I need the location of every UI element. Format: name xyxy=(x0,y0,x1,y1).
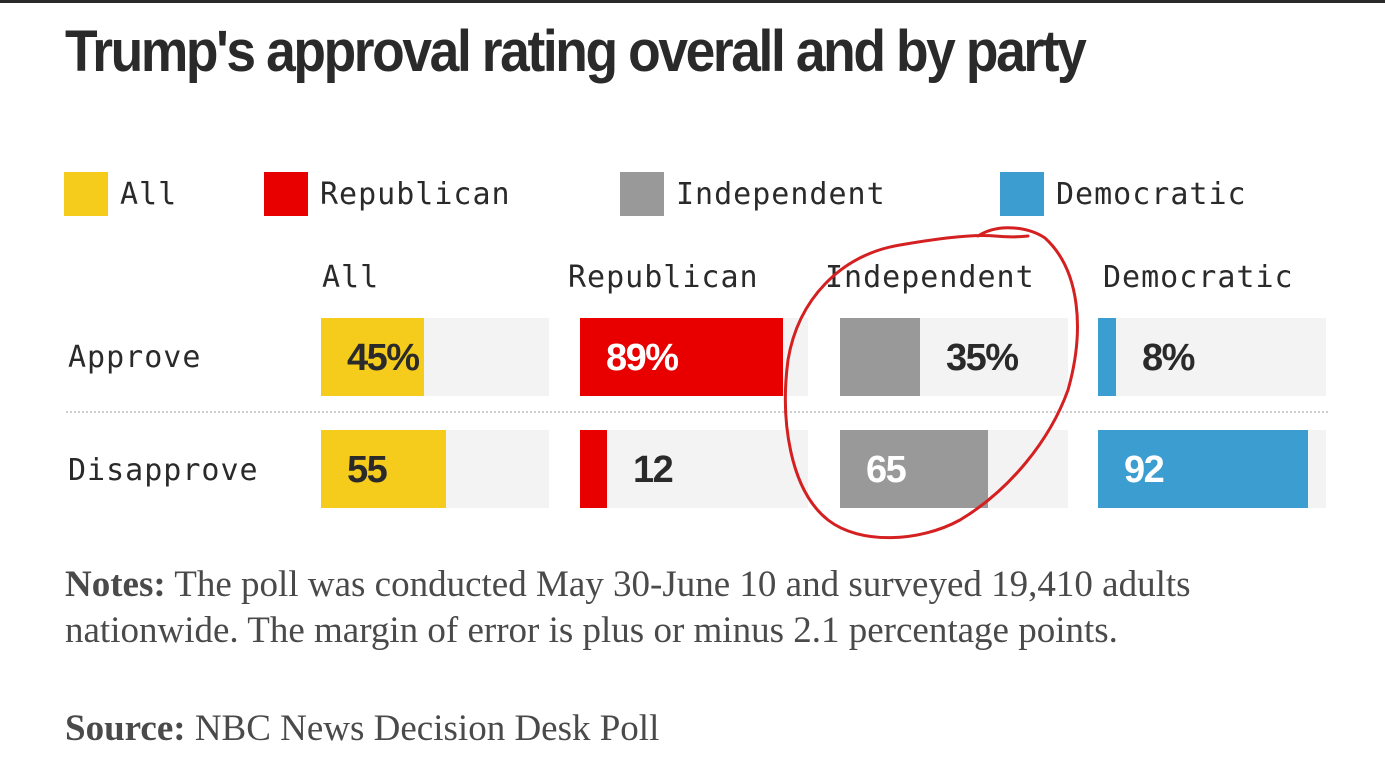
data-label-approve-republican: 89% xyxy=(606,337,679,379)
source-label: Source: xyxy=(65,708,186,749)
bar-disapprove-all xyxy=(321,430,446,508)
legend-label-independent: Independent xyxy=(676,176,886,212)
legend-item-republican: Republican xyxy=(264,172,511,216)
legend-swatch-republican xyxy=(264,172,308,216)
data-label-disapprove-independent: 65 xyxy=(866,449,907,491)
top-border xyxy=(0,0,1385,3)
column-header-republican: Republican xyxy=(568,260,759,295)
bar-approve-independent xyxy=(840,318,920,396)
source: Source: NBC News Decision Desk Poll xyxy=(65,706,659,752)
chart-title: Trump's approval rating overall and by p… xyxy=(65,19,1087,84)
bar-disapprove-democratic xyxy=(1098,430,1308,508)
legend-swatch-independent xyxy=(620,172,664,216)
column-header-democratic: Democratic xyxy=(1103,260,1294,295)
legend-label-republican: Republican xyxy=(320,176,511,212)
legend-item-all: All xyxy=(64,172,177,216)
legend-swatch-democratic xyxy=(1000,172,1044,216)
bar-track-approve-independent: 35% xyxy=(840,318,1068,396)
legend-label-democratic: Democratic xyxy=(1056,176,1247,212)
legend: All Republican Independent Democratic xyxy=(0,172,1385,216)
source-text: NBC News Decision Desk Poll xyxy=(185,708,660,749)
bar-approve-all xyxy=(321,318,424,396)
legend-label-all: All xyxy=(120,176,178,212)
bar-track-approve-republican: 89% xyxy=(580,318,808,396)
legend-swatch-all xyxy=(64,172,108,216)
data-label-approve-all: 45% xyxy=(347,337,420,379)
notes-text: The poll was conducted May 30-June 10 an… xyxy=(65,564,1191,651)
bar-track-approve-democratic: 8% xyxy=(1098,318,1326,396)
bar-disapprove-republican xyxy=(580,430,607,508)
bar-track-approve-all: 45% xyxy=(321,318,549,396)
bar-track-disapprove-democratic: 92 xyxy=(1098,430,1326,508)
data-label-disapprove-democratic: 92 xyxy=(1124,449,1165,491)
column-header-independent: Independent xyxy=(825,260,1035,295)
data-label-disapprove-republican: 12 xyxy=(633,449,674,491)
column-header-all: All xyxy=(322,260,380,295)
notes-label: Notes: xyxy=(65,564,166,605)
bar-approve-democratic xyxy=(1098,318,1116,396)
bar-track-disapprove-all: 55 xyxy=(321,430,549,508)
data-label-disapprove-all: 55 xyxy=(347,449,388,491)
row-label-approve: Approve xyxy=(68,340,202,375)
data-label-approve-independent: 35% xyxy=(946,337,1019,379)
notes: Notes: The poll was conducted May 30-Jun… xyxy=(65,562,1325,654)
bar-track-disapprove-republican: 12 xyxy=(580,430,808,508)
legend-item-independent: Independent xyxy=(620,172,886,216)
row-divider xyxy=(66,411,1328,413)
bar-approve-republican xyxy=(580,318,783,396)
bar-track-disapprove-independent: 65 xyxy=(840,430,1068,508)
legend-item-democratic: Democratic xyxy=(1000,172,1247,216)
bar-disapprove-independent xyxy=(840,430,988,508)
data-label-approve-democratic: 8% xyxy=(1142,337,1195,379)
row-label-disapprove: Disapprove xyxy=(68,453,259,488)
